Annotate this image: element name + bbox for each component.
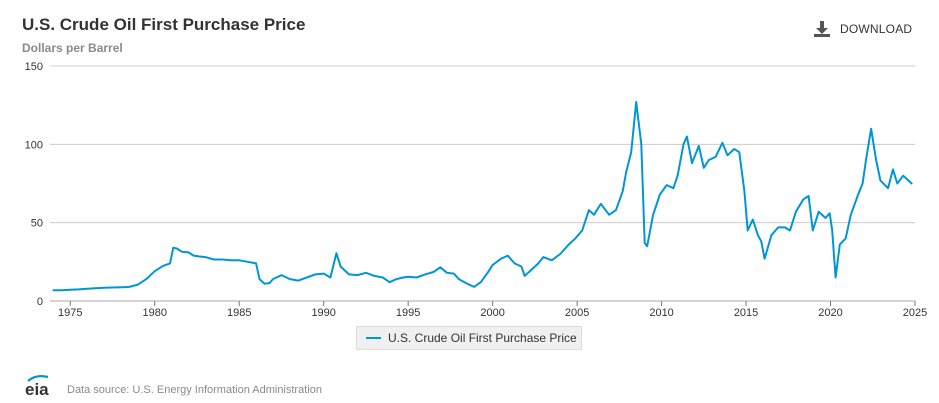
x-tick-label: 2010 xyxy=(649,307,673,319)
series-layer xyxy=(52,101,913,292)
x-tick-label: 2020 xyxy=(818,307,842,319)
download-button[interactable]: DOWNLOAD xyxy=(813,20,912,38)
legend-item[interactable]: U.S. Crude Oil First Purchase Price xyxy=(356,326,582,350)
x-tick-label: 2025 xyxy=(903,307,927,319)
chart-subtitle: Dollars per Barrel xyxy=(22,41,123,55)
download-icon xyxy=(814,21,830,37)
y-tick-label: 50 xyxy=(31,218,43,230)
x-axis: 1975 1980 1985 1990 1995 2000 2005 2010 2015 2020… xyxy=(58,301,927,319)
eia-logo: eia xyxy=(25,375,49,398)
x-tick-label: 2015 xyxy=(734,307,758,319)
chart-title: U.S. Crude Oil First Purchase Price xyxy=(22,15,306,34)
data-source: Data source: U.S. Energy Information Adm… xyxy=(67,384,322,396)
legend-label: U.S. Crude Oil First Purchase Price xyxy=(388,331,577,345)
x-tick-label: 1985 xyxy=(227,307,251,319)
y-axis: 0 50 100 150 xyxy=(25,61,43,308)
x-tick-label: 1975 xyxy=(58,307,82,319)
y-tick-label: 0 xyxy=(37,296,43,308)
grid-lines xyxy=(50,65,915,302)
download-label: DOWNLOAD xyxy=(840,22,913,36)
x-tick-label: 1990 xyxy=(311,307,335,319)
x-tick-label: 1980 xyxy=(143,307,167,319)
x-tick-label: 2005 xyxy=(565,307,589,319)
series-line-0[interactable] xyxy=(52,101,913,292)
y-tick-label: 150 xyxy=(25,61,43,73)
y-tick-label: 100 xyxy=(25,139,43,151)
legend-swatch xyxy=(366,337,381,339)
eia-logo-text: eia xyxy=(25,380,49,398)
x-tick-label: 1995 xyxy=(396,307,420,319)
x-tick-label: 2000 xyxy=(480,307,504,319)
